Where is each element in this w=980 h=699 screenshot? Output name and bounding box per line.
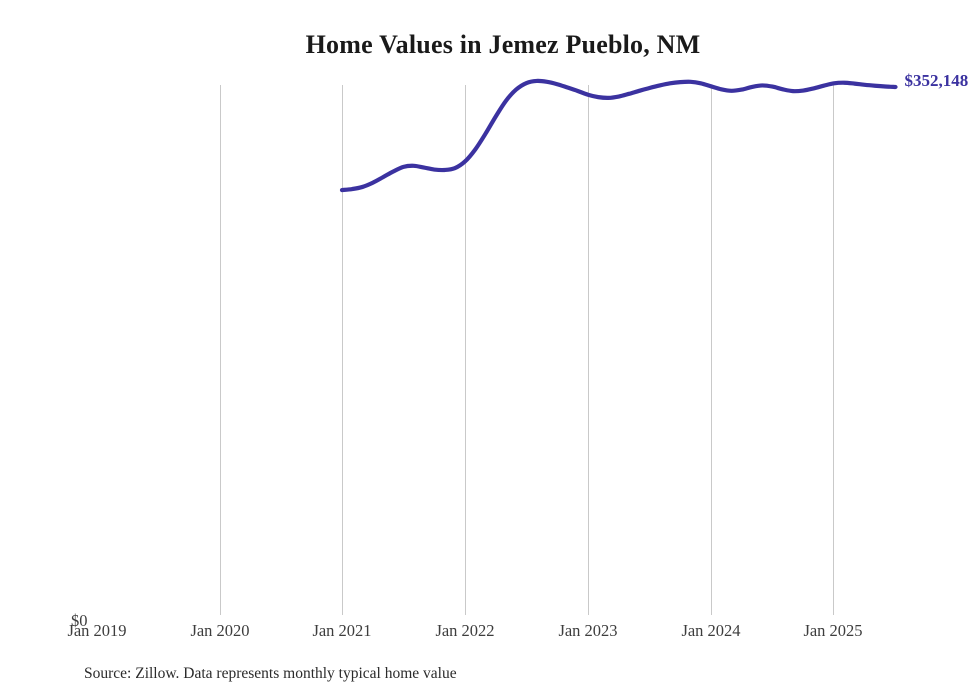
x-axis-label: Jan 2022 (435, 621, 495, 640)
x-axis-label: Jan 2025 (803, 621, 863, 640)
y-axis-zero-label: $0 (71, 611, 88, 630)
gridline-jan-2022 (465, 85, 466, 615)
x-axis-label: Jan 2023 (558, 621, 618, 640)
gridline-jan-2025 (833, 85, 834, 615)
x-axis-label: Jan 2024 (681, 621, 741, 640)
gridline-jan-2023 (588, 85, 589, 615)
source-note: Source: Zillow. Data represents monthly … (84, 665, 457, 682)
end-value-annotation: $352,148 (904, 71, 969, 90)
x-axis-label: Jan 2019 (67, 621, 127, 640)
home-value-line (339, 78, 898, 193)
gridline-jan-2021 (342, 85, 343, 615)
gridline-jan-2024 (711, 85, 712, 615)
page-title: Home Values in Jemez Pueblo, NM (305, 30, 701, 59)
gridline-jan-2020 (220, 85, 221, 615)
x-axis-label: Jan 2020 (190, 621, 250, 640)
x-axis-label: Jan 2021 (312, 621, 372, 640)
